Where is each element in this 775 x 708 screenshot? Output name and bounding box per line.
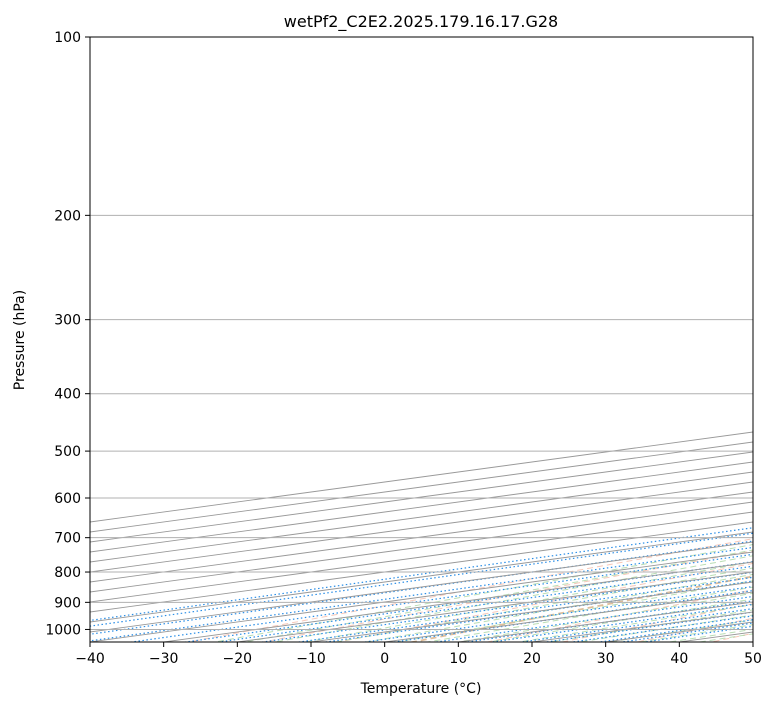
y-tick-label: 900	[54, 595, 81, 611]
moist-adiabat	[302, 561, 753, 642]
y-tick-label: 800	[54, 565, 81, 581]
x-tick-label: 50	[744, 651, 762, 667]
isotherm	[90, 481, 753, 573]
moist-adiabat	[515, 604, 753, 642]
x-tick-label: 40	[670, 651, 688, 667]
x-axis: −40 −30 −20 −10 0 10 20 30 40 50	[75, 642, 762, 667]
isotherm	[90, 461, 753, 553]
x-tick-label: −20	[223, 651, 253, 667]
isotherm	[90, 491, 753, 583]
x-tick-label: 30	[597, 651, 615, 667]
y-tick-label: 1000	[45, 622, 81, 638]
plot-area: -100-90-80-70-60-50-40-30-20-100.10.20.4…	[90, 37, 753, 642]
isotherm	[90, 501, 753, 593]
x-tick-label: 20	[523, 651, 541, 667]
isotherm	[90, 521, 753, 613]
x-tick-label: −10	[296, 651, 326, 667]
dry-adiabat	[186, 538, 753, 642]
dry-adiabat	[408, 575, 753, 642]
x-tick-label: −30	[149, 651, 179, 667]
isotherms	[90, 431, 753, 642]
isotherm	[90, 541, 753, 633]
isotherm	[90, 511, 753, 603]
y-axis: 1000 900 800 700 600 500 400 300 200 100	[45, 30, 90, 638]
dry-adiabat	[335, 562, 753, 642]
moist-adiabat	[393, 580, 753, 642]
dry-adiabats	[186, 538, 753, 642]
isotherm	[90, 531, 753, 623]
x-tick-label: 0	[380, 651, 389, 667]
y-tick-label: 100	[54, 30, 81, 46]
y-tick-label: 300	[54, 313, 81, 329]
chart-title: wetPf2_C2E2.2025.179.16.17.G28	[284, 12, 558, 32]
moist-adiabat	[576, 614, 753, 642]
isotherm	[90, 471, 753, 563]
moist-adiabat	[424, 586, 753, 642]
y-tick-label: 200	[54, 208, 81, 224]
y-axis-title: Pressure (hPa)	[12, 290, 28, 390]
y-tick-label: 400	[54, 387, 81, 403]
y-tick-label: 700	[54, 531, 81, 547]
moist-adiabat	[332, 567, 753, 642]
isobars	[90, 37, 753, 630]
y-tick-label: 600	[54, 491, 81, 507]
x-tick-label: −40	[75, 651, 105, 667]
x-tick-label: 10	[449, 651, 467, 667]
x-axis-title: Temperature (°C)	[360, 681, 482, 697]
dry-adiabat	[559, 603, 753, 642]
y-tick-label: 500	[54, 444, 81, 460]
plot-frame	[89, 36, 754, 643]
